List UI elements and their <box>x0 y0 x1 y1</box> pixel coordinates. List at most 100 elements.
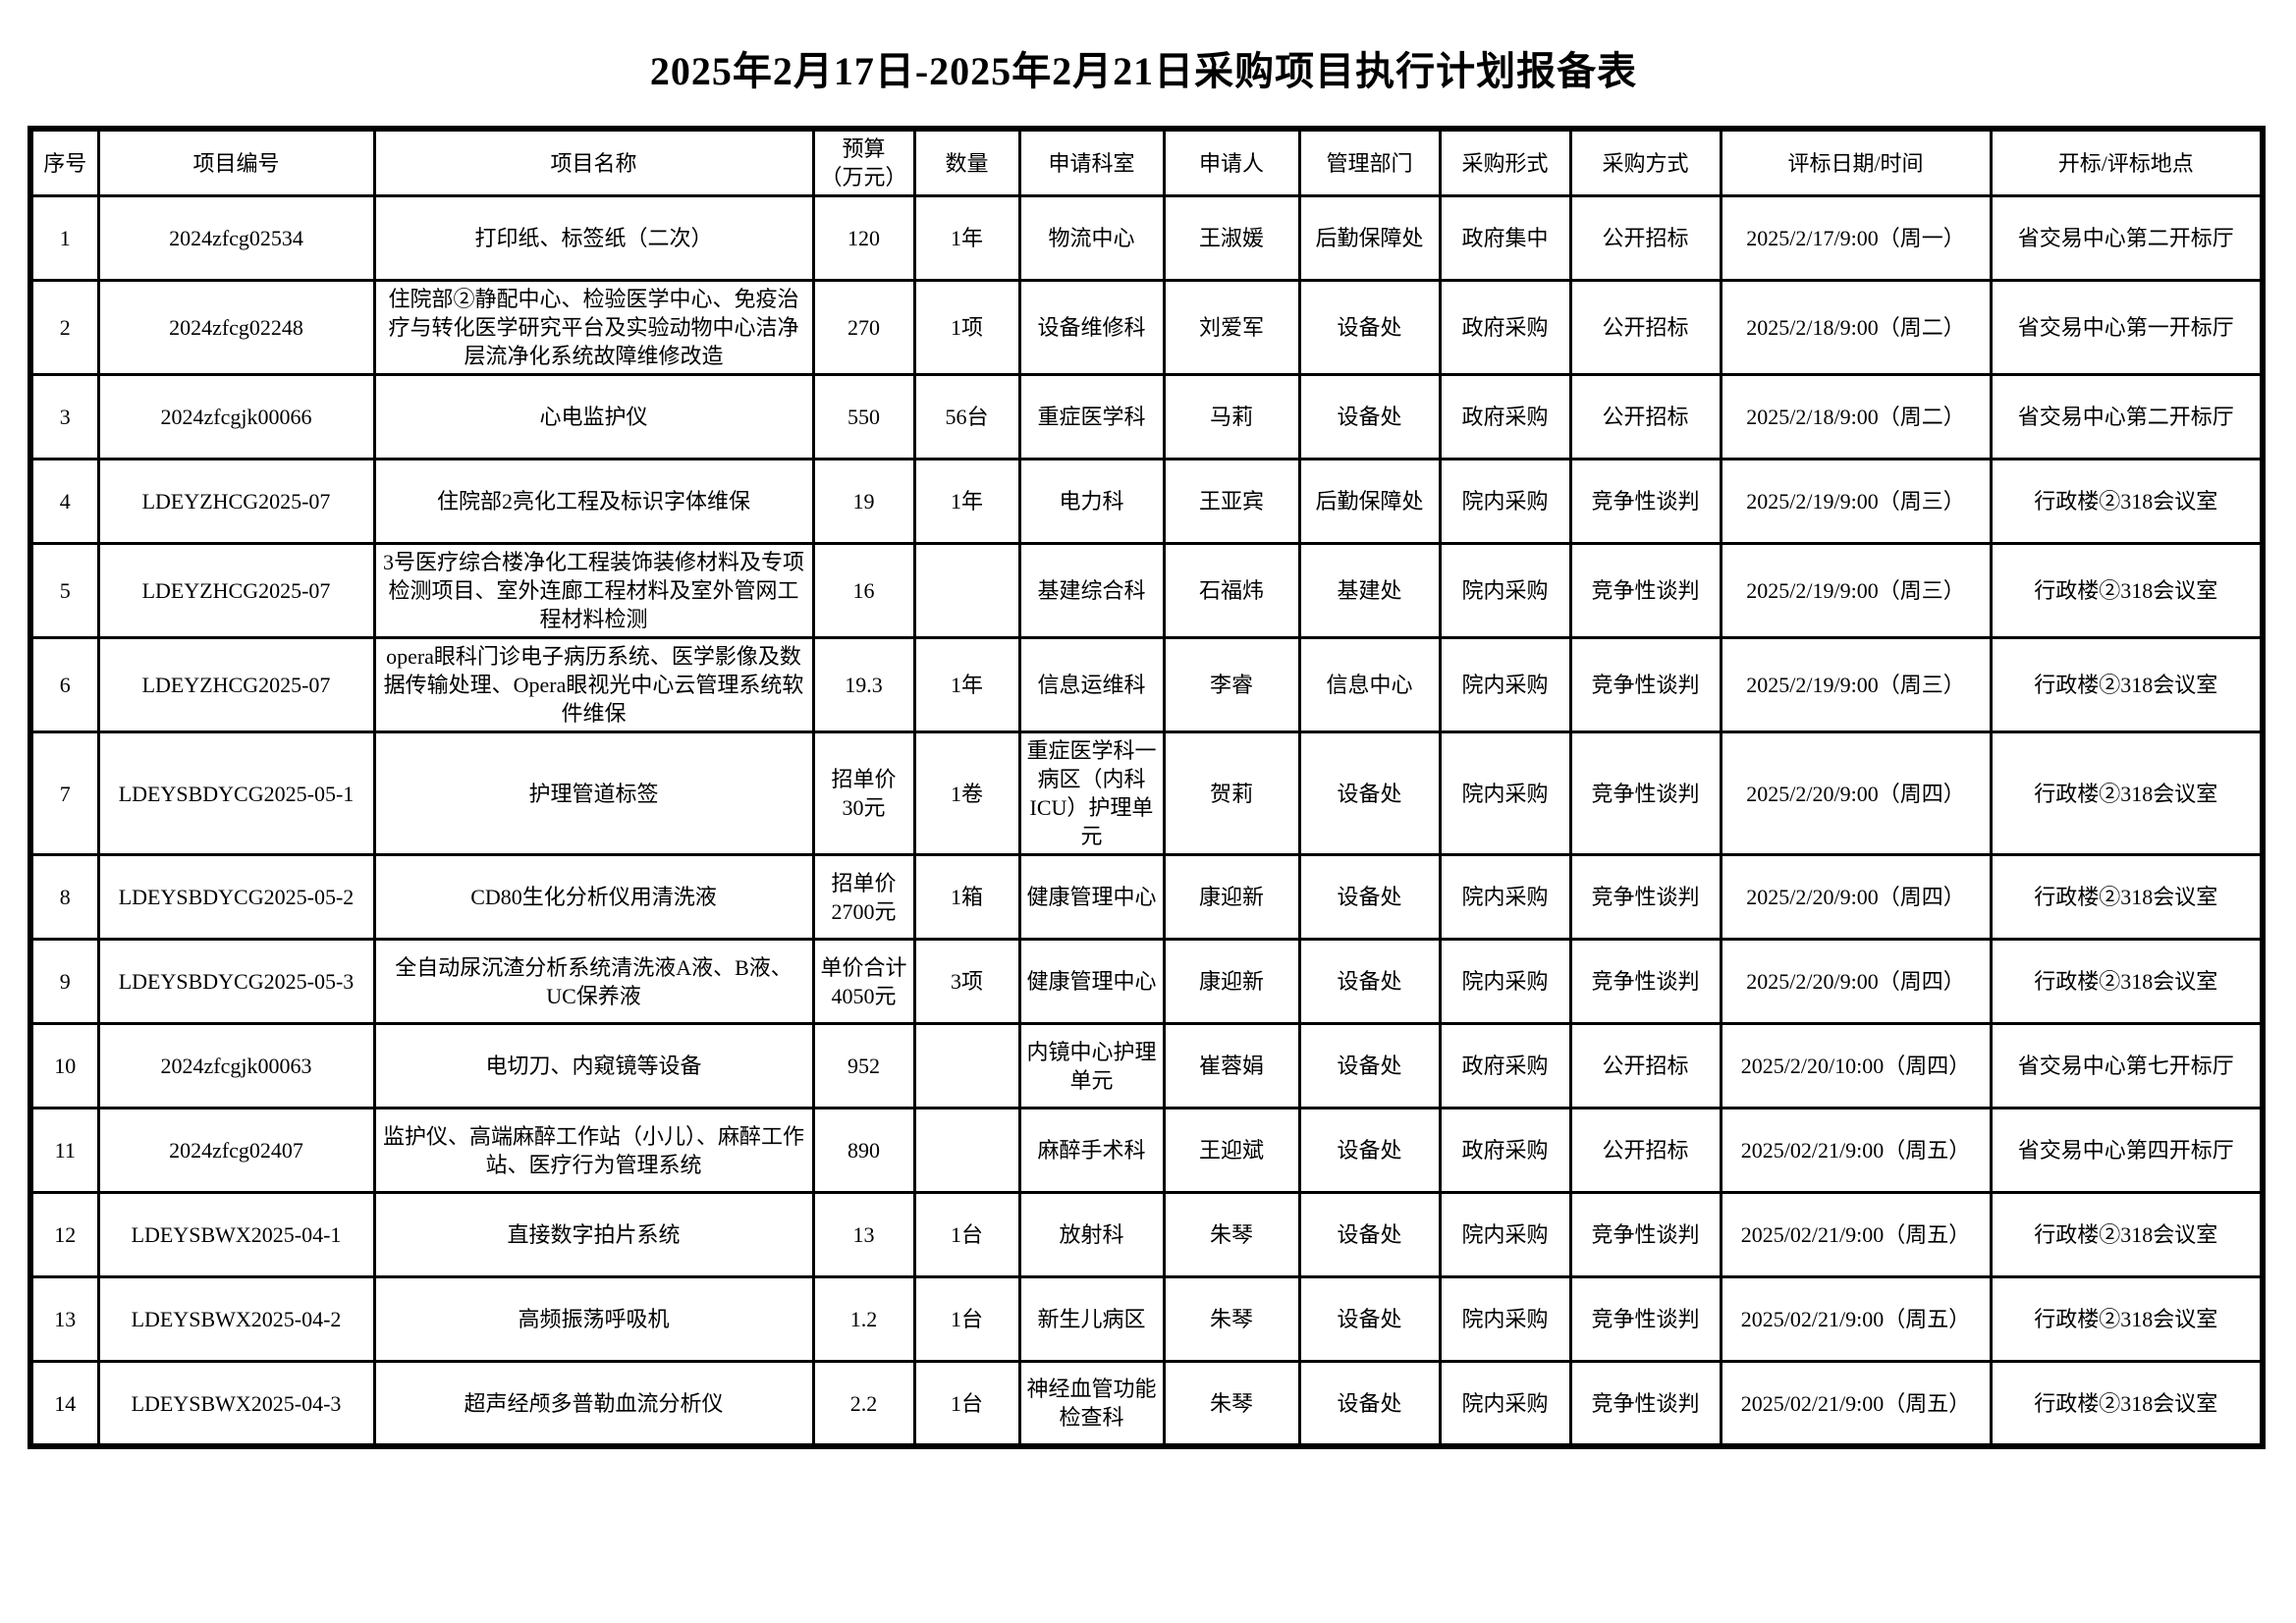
cell-purchase-form: 院内采购 <box>1438 1191 1572 1279</box>
table-row: 4 LDEYZHCG2025-07 住院部2亮化工程及标识字体维保 19 1年 电力科 王亚… <box>28 458 2265 546</box>
cell-project-no: 2024zfcgjk00063 <box>96 1022 376 1110</box>
cell-quantity: 1项 <box>912 279 1021 377</box>
table-row: 10 2024zfcgjk00063 电切刀、内窥镜等设备 952 内镜中心护理单元 崔蓉… <box>28 1022 2265 1110</box>
cell-bid-location: 行政楼②318会议室 <box>1989 938 2265 1026</box>
cell-quantity <box>912 1022 1021 1110</box>
cell-manage-dept: 设备处 <box>1297 1191 1442 1279</box>
cell-quantity: 1年 <box>912 636 1021 734</box>
cell-bid-location: 行政楼②318会议室 <box>1989 730 2265 857</box>
cell-apply-dept: 重症医学科 <box>1017 373 1166 461</box>
cell-project-name: 电切刀、内窥镜等设备 <box>372 1022 815 1110</box>
cell-manage-dept: 信息中心 <box>1297 636 1442 734</box>
cell-bid-location: 行政楼②318会议室 <box>1989 1275 2265 1364</box>
cell-project-name: 住院部②静配中心、检验医学中心、免疫治疗与转化医学研究平台及实验动物中心洁净层流… <box>372 279 815 377</box>
cell-quantity: 1箱 <box>912 853 1021 942</box>
cell-seq: 9 <box>28 938 100 1026</box>
cell-eval-datetime: 2025/2/18/9:00（周二） <box>1719 373 1993 461</box>
table-body: 1 2024zfcg02534 打印纸、标签纸（二次） 120 1年 物流中心 王淑媛 后勤保… <box>28 194 2265 1448</box>
cell-bid-location: 省交易中心第二开标厅 <box>1989 373 2265 461</box>
cell-eval-datetime: 2025/2/19/9:00（周三） <box>1719 636 1993 734</box>
cell-eval-datetime: 2025/2/18/9:00（周二） <box>1719 279 1993 377</box>
cell-apply-dept: 内镜中心护理单元 <box>1017 1022 1166 1110</box>
cell-quantity: 3项 <box>912 938 1021 1026</box>
cell-project-no: 2024zfcg02407 <box>96 1107 376 1195</box>
cell-purchase-method: 竞争性谈判 <box>1568 1360 1722 1448</box>
cell-eval-datetime: 2025/2/20/9:00（周四） <box>1719 938 1993 1026</box>
column-header-project-name: 项目名称 <box>372 127 815 198</box>
cell-project-name: CD80生化分析仪用清洗液 <box>372 853 815 942</box>
cell-manage-dept: 设备处 <box>1297 853 1442 942</box>
cell-applicant: 贺莉 <box>1162 730 1301 857</box>
cell-bid-location: 行政楼②318会议室 <box>1989 636 2265 734</box>
cell-purchase-form: 政府采购 <box>1438 1022 1572 1110</box>
cell-budget: 单价合计 4050元 <box>811 938 916 1026</box>
cell-apply-dept: 信息运维科 <box>1017 636 1166 734</box>
cell-applicant: 康迎新 <box>1162 938 1301 1026</box>
column-header-purchase-form: 采购形式 <box>1438 127 1572 198</box>
cell-applicant: 王淑媛 <box>1162 194 1301 283</box>
column-header-purchase-method: 采购方式 <box>1568 127 1722 198</box>
cell-budget: 招单价 2700元 <box>811 853 916 942</box>
table-row: 9 LDEYSBDYCG2025-05-3 全自动尿沉渣分析系统清洗液A液、B液、U… <box>28 938 2265 1026</box>
cell-bid-location: 省交易中心第七开标厅 <box>1989 1022 2265 1110</box>
cell-applicant: 朱琴 <box>1162 1360 1301 1448</box>
cell-purchase-method: 竞争性谈判 <box>1568 730 1722 857</box>
cell-project-no: 2024zfcgjk00066 <box>96 373 376 461</box>
cell-purchase-method: 竞争性谈判 <box>1568 636 1722 734</box>
cell-purchase-form: 政府集中 <box>1438 194 1572 283</box>
cell-manage-dept: 设备处 <box>1297 1360 1442 1448</box>
cell-purchase-method: 公开招标 <box>1568 194 1722 283</box>
cell-eval-datetime: 2025/2/19/9:00（周三） <box>1719 542 1993 640</box>
cell-quantity: 56台 <box>912 373 1021 461</box>
procurement-plan-table: 序号 项目编号 项目名称 预算 （万元） 数量 申请科室 申请人 管理部门 采购形式 采购方式 评标… <box>27 126 2266 1449</box>
cell-manage-dept: 设备处 <box>1297 1107 1442 1195</box>
table-row: 1 2024zfcg02534 打印纸、标签纸（二次） 120 1年 物流中心 王淑媛 后勤保… <box>28 194 2265 283</box>
cell-manage-dept: 设备处 <box>1297 1022 1442 1110</box>
cell-manage-dept: 设备处 <box>1297 938 1442 1026</box>
cell-seq: 1 <box>28 194 100 283</box>
cell-budget: 952 <box>811 1022 916 1110</box>
cell-purchase-method: 竞争性谈判 <box>1568 938 1722 1026</box>
cell-manage-dept: 设备处 <box>1297 1275 1442 1364</box>
cell-purchase-method: 竞争性谈判 <box>1568 458 1722 546</box>
cell-project-no: LDEYSBWX2025-04-2 <box>96 1275 376 1364</box>
cell-project-no: LDEYZHCG2025-07 <box>96 458 376 546</box>
table-row: 3 2024zfcgjk00066 心电监护仪 550 56台 重症医学科 马莉 设备处 政府采… <box>28 373 2265 461</box>
column-header-applicant: 申请人 <box>1162 127 1301 198</box>
cell-budget: 890 <box>811 1107 916 1195</box>
cell-applicant: 朱琴 <box>1162 1191 1301 1279</box>
cell-applicant: 康迎新 <box>1162 853 1301 942</box>
cell-project-name: 直接数字拍片系统 <box>372 1191 815 1279</box>
cell-budget: 1.2 <box>811 1275 916 1364</box>
cell-quantity: 1台 <box>912 1191 1021 1279</box>
cell-apply-dept: 放射科 <box>1017 1191 1166 1279</box>
cell-seq: 11 <box>28 1107 100 1195</box>
table-row: 11 2024zfcg02407 监护仪、高端麻醉工作站（小儿）、麻醉工作站、医疗行… <box>28 1107 2265 1195</box>
cell-seq: 14 <box>28 1360 100 1448</box>
cell-purchase-method: 竞争性谈判 <box>1568 853 1722 942</box>
cell-applicant: 刘爱军 <box>1162 279 1301 377</box>
cell-manage-dept: 设备处 <box>1297 279 1442 377</box>
cell-seq: 13 <box>28 1275 100 1364</box>
cell-seq: 8 <box>28 853 100 942</box>
cell-bid-location: 省交易中心第四开标厅 <box>1989 1107 2265 1195</box>
cell-eval-datetime: 2025/2/19/9:00（周三） <box>1719 458 1993 546</box>
cell-seq: 6 <box>28 636 100 734</box>
cell-project-no: LDEYSBDYCG2025-05-2 <box>96 853 376 942</box>
column-header-seq: 序号 <box>28 127 100 198</box>
cell-bid-location: 行政楼②318会议室 <box>1989 542 2265 640</box>
column-header-budget: 预算 （万元） <box>811 127 916 198</box>
cell-bid-location: 省交易中心第一开标厅 <box>1989 279 2265 377</box>
cell-project-no: LDEYZHCG2025-07 <box>96 636 376 734</box>
cell-purchase-form: 院内采购 <box>1438 938 1572 1026</box>
cell-purchase-form: 院内采购 <box>1438 1360 1572 1448</box>
cell-budget: 2.2 <box>811 1360 916 1448</box>
cell-project-no: LDEYZHCG2025-07 <box>96 542 376 640</box>
cell-applicant: 石福炜 <box>1162 542 1301 640</box>
cell-project-no: 2024zfcg02248 <box>96 279 376 377</box>
cell-seq: 7 <box>28 730 100 857</box>
cell-budget: 270 <box>811 279 916 377</box>
table-row: 2 2024zfcg02248 住院部②静配中心、检验医学中心、免疫治疗与转化医学研… <box>28 279 2265 377</box>
cell-budget: 16 <box>811 542 916 640</box>
cell-purchase-method: 竞争性谈判 <box>1568 542 1722 640</box>
